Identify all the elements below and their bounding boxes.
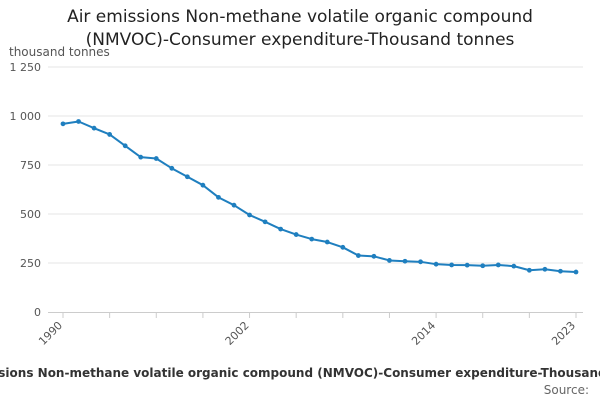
data-point	[464, 262, 470, 268]
data-point	[558, 268, 563, 274]
data-point	[76, 119, 81, 124]
legend-series-label: Air emissions Non-methane volatile organ…	[0, 366, 600, 380]
chart-title-line-2: (NMVOC)-Consumer expenditure-Thousand to…	[85, 30, 515, 50]
data-point	[169, 165, 175, 171]
data-point	[138, 154, 144, 160]
chart-title: Air emissions Non-methane volatile organ…	[0, 6, 600, 52]
data-point	[91, 125, 97, 131]
legend-series-title[interactable]: Air emissions Non-methane volatile organ…	[0, 366, 600, 382]
data-point	[324, 239, 330, 245]
data-point	[153, 156, 159, 161]
x-tick-label: 2002	[223, 319, 252, 348]
data-point	[418, 259, 423, 265]
y-tick-label: 0	[34, 306, 41, 319]
data-point	[387, 258, 392, 263]
series-line	[62, 120, 577, 274]
data-point	[278, 226, 284, 232]
data-point	[449, 262, 455, 268]
data-point	[216, 194, 221, 200]
data-point	[573, 269, 579, 275]
data-point	[293, 232, 299, 237]
data-point	[355, 253, 361, 258]
data-point	[60, 121, 66, 127]
chart-title-line-1: Air emissions Non-methane volatile organ…	[67, 7, 533, 27]
data-point	[309, 236, 315, 242]
data-point	[122, 143, 128, 149]
data-point	[262, 219, 268, 225]
data-point	[200, 182, 206, 188]
x-tick-label: 1990	[36, 319, 65, 348]
data-point	[433, 261, 439, 267]
data-point	[402, 258, 408, 264]
data-point	[526, 267, 532, 273]
x-tick-label: 2023	[549, 319, 578, 348]
x-tick-label: 2014	[409, 319, 438, 348]
source-label: Source:	[543, 383, 589, 397]
data-point	[184, 174, 190, 180]
data-point	[340, 244, 346, 250]
data-point	[511, 263, 517, 269]
y-tick-label: 750	[20, 159, 41, 172]
data-point	[495, 262, 501, 268]
y-tick-label: 500	[20, 208, 41, 221]
data-point	[107, 132, 113, 137]
y-tick-label: 1 000	[10, 110, 42, 123]
y-axis-unit-label: thousand tonnes	[9, 45, 110, 59]
data-point	[371, 253, 377, 259]
y-tick-label: 250	[20, 257, 41, 270]
y-tick-label: 1 250	[10, 61, 42, 74]
data-point	[247, 212, 252, 218]
data-point	[542, 266, 548, 272]
data-point	[480, 263, 486, 269]
data-point	[231, 202, 237, 208]
